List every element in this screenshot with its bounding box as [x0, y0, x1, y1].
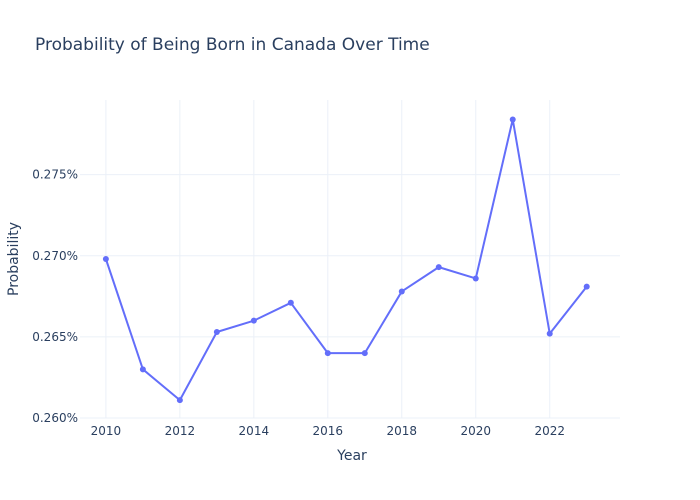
data-point	[509, 116, 516, 123]
data-point	[102, 256, 109, 262]
y-axis-title: Probability	[6, 222, 22, 296]
x-axis-title: Year	[336, 448, 367, 464]
x-tick-label: 2020	[460, 424, 491, 438]
data-point	[398, 288, 405, 295]
x-tick-label: 2016	[313, 424, 344, 438]
data-point	[583, 283, 590, 290]
data-point	[250, 317, 257, 324]
data-point	[546, 330, 553, 337]
data-point	[324, 350, 331, 357]
data-point	[213, 329, 220, 336]
chart-title: Probability of Being Born in Canada Over…	[35, 35, 430, 55]
y-tick-label: 0.265%	[32, 330, 78, 344]
x-tick-label: 2018	[387, 424, 418, 438]
y-tick-label: 0.260%	[32, 411, 78, 425]
data-point	[287, 299, 294, 306]
x-tick-label: 2014	[239, 424, 270, 438]
y-tick-label: 0.270%	[32, 249, 78, 263]
y-axis-ticks: 0.260% 0.265% 0.270% 0.275%	[32, 168, 78, 425]
x-tick-label: 2022	[534, 424, 565, 438]
data-point	[139, 366, 146, 373]
data-point	[435, 264, 442, 271]
x-axis-ticks: 2010 2012 2014 2016 2018 2020 2022	[91, 424, 565, 438]
data-point	[361, 350, 368, 357]
data-point	[176, 397, 183, 404]
data-point	[472, 275, 479, 282]
y-tick-label: 0.275%	[32, 168, 78, 182]
x-tick-label: 2012	[165, 424, 196, 438]
x-tick-label: 2010	[91, 424, 122, 438]
series	[102, 116, 590, 404]
series-line	[104, 118, 588, 402]
grid	[80, 100, 620, 419]
